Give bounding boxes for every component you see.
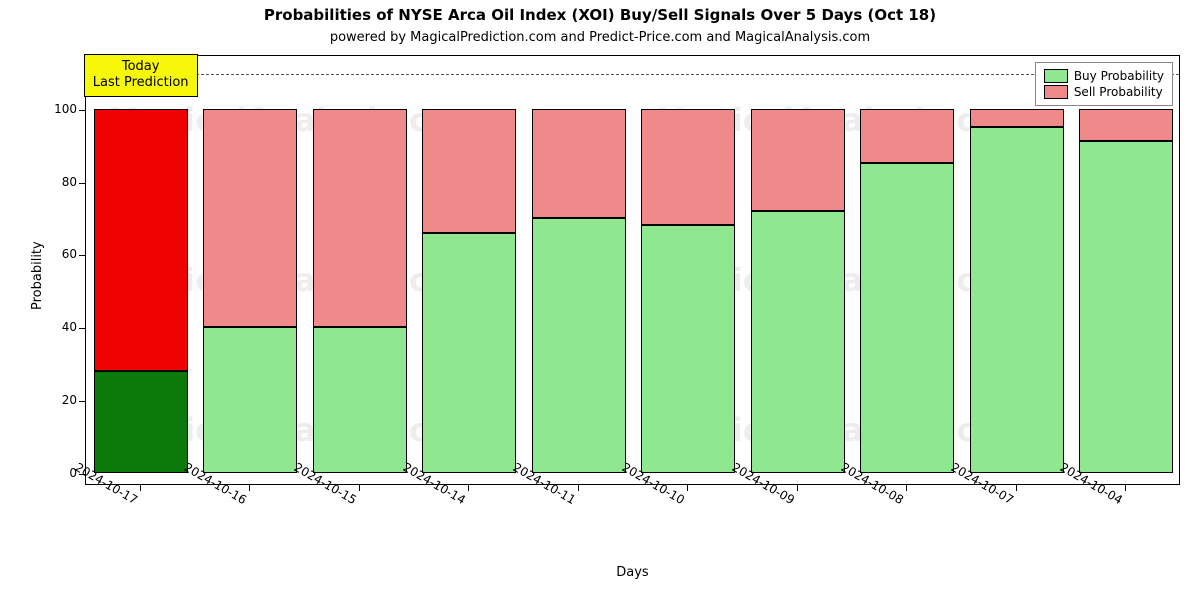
bar-sell [751,109,845,211]
chart-subtitle: powered by MagicalPrediction.com and Pre… [0,30,1200,45]
x-tick-mark [249,485,250,491]
y-tick-mark [79,328,85,329]
bar-group [422,54,516,484]
plot-area: Today Last Prediction Buy ProbabilitySel… [85,55,1180,485]
bar-sell [422,109,516,233]
chart-container: Probabilities of NYSE Arca Oil Index (XO… [0,0,1200,600]
x-tick-mark [1016,485,1017,491]
bar-sell [532,109,626,218]
x-tick-mark [687,485,688,491]
bar-sell [1079,109,1173,142]
x-tick-mark [468,485,469,491]
bar-group [641,54,735,484]
bar-buy [970,127,1064,473]
y-tick-label: 60 [45,247,77,261]
bar-buy [860,163,954,473]
bar-sell [203,109,297,328]
bar-sell [860,109,954,164]
bar-buy [532,218,626,473]
bar-sell [641,109,735,226]
y-axis-label: Probability [30,241,45,310]
bar-group [94,54,188,484]
bar-group [970,54,1064,484]
bar-sell [94,109,188,371]
x-tick-mark [797,485,798,491]
chart-title: Probabilities of NYSE Arca Oil Index (XO… [0,6,1200,24]
y-tick-mark [79,110,85,111]
bar-group [313,54,407,484]
y-tick-label: 80 [45,175,77,189]
x-tick-mark [578,485,579,491]
bar-buy [422,233,516,474]
bar-sell [313,109,407,328]
bar-group [751,54,845,484]
x-tick-mark [1125,485,1126,491]
x-tick-mark [359,485,360,491]
y-tick-mark [79,183,85,184]
y-tick-mark [79,401,85,402]
x-tick-mark [906,485,907,491]
bar-buy [1079,141,1173,473]
x-tick-mark [140,485,141,491]
bar-group [1079,54,1173,484]
y-tick-mark [79,255,85,256]
bar-buy [751,211,845,473]
y-tick-label: 40 [45,320,77,334]
y-tick-label: 100 [45,102,77,116]
bar-buy [641,225,735,473]
bar-sell [970,109,1064,127]
y-tick-label: 20 [45,393,77,407]
x-axis-label: Days [85,565,1180,580]
bar-group [532,54,626,484]
bar-group [860,54,954,484]
bar-group [203,54,297,484]
